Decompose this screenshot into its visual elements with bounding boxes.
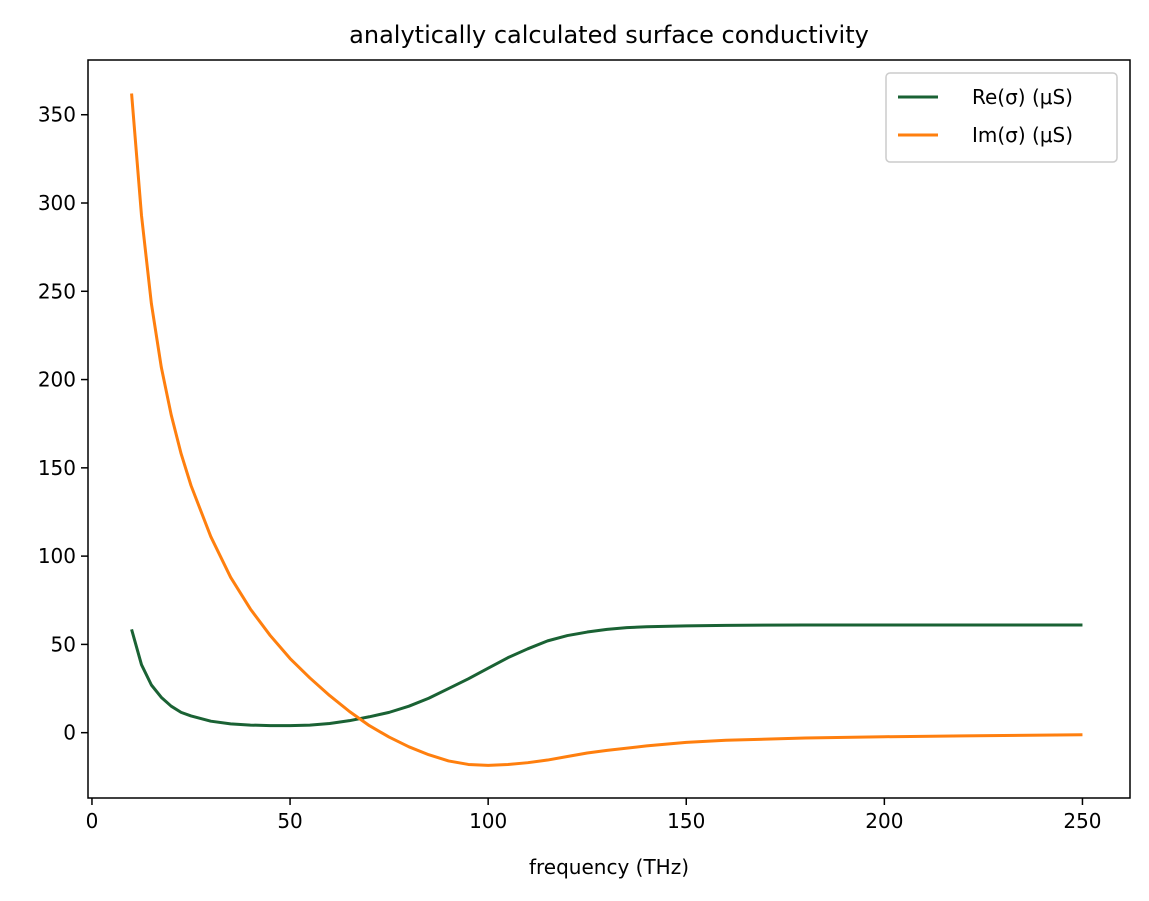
chart-title: analytically calculated surface conducti… (349, 21, 869, 49)
axes-layer: 0 50 100 150 200 250 0 50 100 150 200 250 300 350 (38, 59, 1131, 833)
legend: Re(σ) (μS) Im(σ) (μS) (885, 72, 1118, 163)
y-tick-label: 0 (63, 721, 76, 745)
y-tick-label: 50 (51, 632, 76, 656)
x-tick-label: 0 (86, 809, 99, 833)
y-tick-label: 300 (38, 191, 76, 215)
y-tick-label: 200 (38, 368, 76, 392)
x-tick-label: 200 (865, 809, 903, 833)
series-line-re-sigma (130, 623, 1083, 728)
series-line-im-sigma (130, 93, 1083, 767)
y-tick-label: 150 (38, 456, 76, 480)
x-tick-label: 150 (667, 809, 705, 833)
legend-label: Re(σ) (μS) (972, 85, 1073, 109)
x-axis-title: frequency (THz) (529, 855, 689, 879)
legend-box (885, 72, 1118, 163)
x-tick-label: 100 (469, 809, 507, 833)
legend-label: Im(σ) (μS) (972, 123, 1073, 147)
x-tick-label: 50 (277, 809, 302, 833)
plot-frame (87, 59, 1131, 799)
series-layer (130, 93, 1083, 767)
y-tick-label: 250 (38, 279, 76, 303)
x-tick-label: 250 (1063, 809, 1101, 833)
y-tick-label: 350 (38, 103, 76, 127)
y-tick-label: 100 (38, 544, 76, 568)
